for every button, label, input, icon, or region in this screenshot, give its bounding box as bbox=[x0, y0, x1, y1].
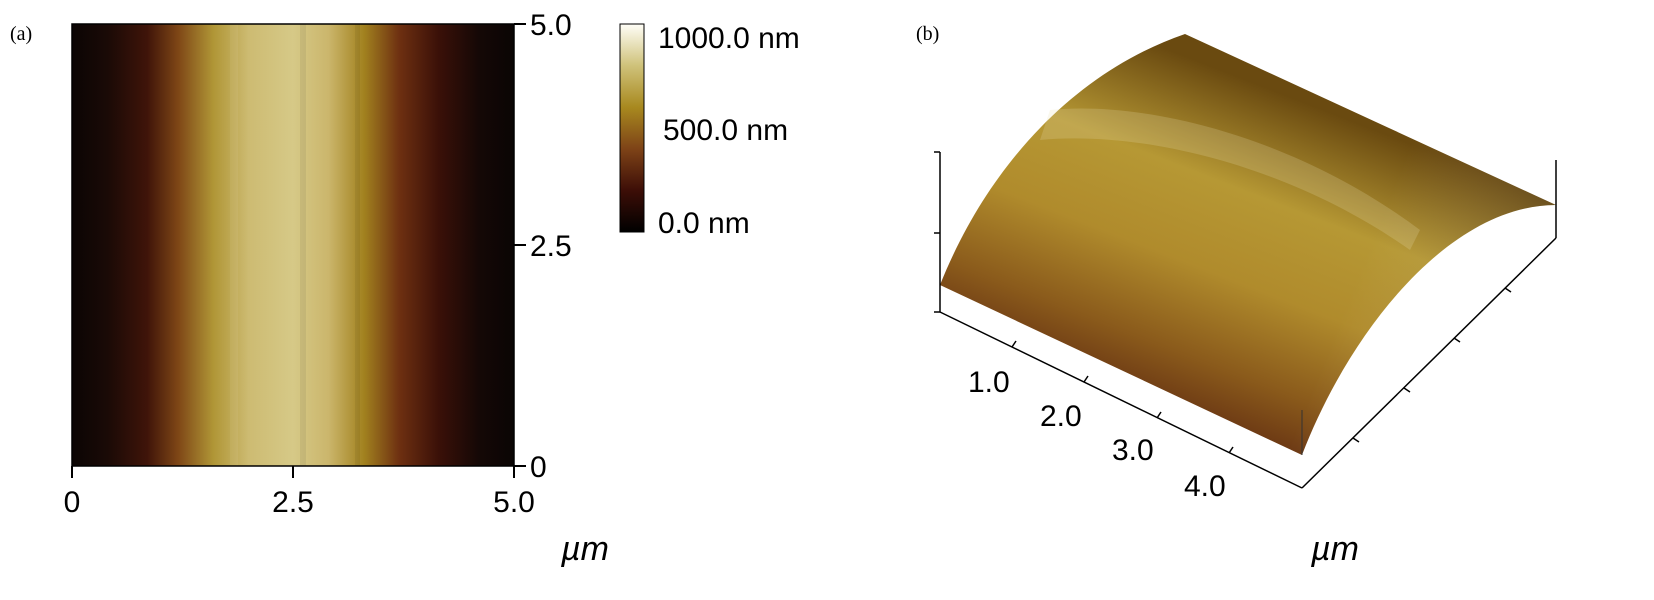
colorbar-label-max: 1000.0 nm bbox=[658, 22, 800, 55]
x-tick-0: 0 bbox=[64, 486, 81, 519]
y-tick-2.5: 2.5 bbox=[530, 230, 572, 263]
b-x-tick-3.0: 3.0 bbox=[1112, 434, 1154, 467]
panel-b-label: (b) bbox=[916, 23, 939, 45]
surface-crest bbox=[1040, 108, 1420, 250]
colorbar-label-min: 0.0 nm bbox=[658, 207, 750, 240]
x-axis-a bbox=[71, 466, 515, 478]
colorbar-label-mid: 500.0 nm bbox=[663, 114, 788, 147]
surface-shading bbox=[940, 34, 1556, 455]
x-unit-a: µm bbox=[560, 530, 609, 568]
b-x-tick-1.0: 1.0 bbox=[968, 366, 1010, 399]
panel-a-label: (a) bbox=[10, 23, 32, 45]
afm-height-map bbox=[72, 24, 514, 466]
colorbar bbox=[619, 23, 645, 233]
b-x-tick-2.0: 2.0 bbox=[1040, 400, 1082, 433]
base-axes-b bbox=[939, 237, 1557, 489]
x-tick-5.0: 5.0 bbox=[493, 486, 535, 519]
x-unit-b: µm bbox=[1310, 530, 1359, 568]
y-axis-a bbox=[514, 23, 526, 467]
b-x-tick-4.0: 4.0 bbox=[1184, 470, 1226, 503]
x-tick-2.5: 2.5 bbox=[272, 486, 314, 519]
afm-texture bbox=[230, 24, 360, 466]
y-tick-0: 0 bbox=[530, 451, 547, 484]
y-tick-5.0: 5.0 bbox=[530, 9, 572, 42]
z-axis-b bbox=[934, 151, 941, 313]
